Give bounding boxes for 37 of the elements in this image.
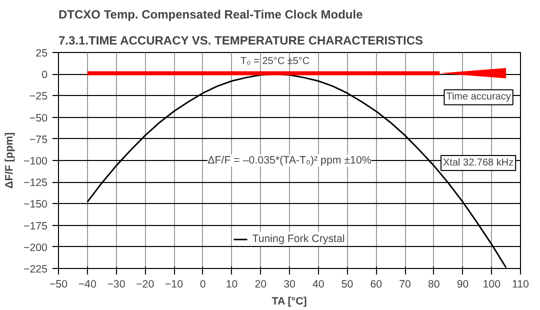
annotation: Time accuracy	[446, 92, 511, 103]
x-tick-label: 110	[512, 278, 530, 290]
x-tick-label: −40	[78, 278, 96, 290]
y-tick-label: 25	[36, 48, 48, 60]
x-tick-label: 40	[312, 278, 324, 290]
x-tick-label: 100	[482, 278, 501, 290]
y-tick-label: −200	[23, 242, 48, 254]
x-tick-label: 90	[456, 278, 469, 290]
chart-subtitle: DTCXO Temp. Compensated Real-Time Clock Module	[58, 8, 364, 22]
y-tick-label: −125	[23, 177, 48, 190]
x-tick-label: −50	[49, 278, 68, 290]
x-tick-label: 0	[200, 278, 206, 290]
x-tick-label: 60	[370, 278, 382, 290]
y-tick-label: −50	[29, 112, 48, 124]
annotation: T₀ = 25°C ±5°C	[240, 56, 310, 68]
y-tick-label: −100	[23, 156, 48, 168]
y-tick-label: 0	[42, 69, 48, 82]
x-tick-label: 30	[284, 278, 296, 290]
legend-label: Tuning Fork Crystal	[252, 233, 345, 245]
x-tick-label: 10	[226, 278, 238, 290]
y-tick-label: −75	[29, 134, 48, 146]
y-tick-label: −25	[29, 90, 48, 103]
x-tick-label: −30	[107, 278, 126, 290]
x-tick-label: 80	[428, 278, 440, 290]
annotation: ΔF/F = –0.035*(TA-T₀)² ppm ±10%	[208, 154, 372, 166]
x-tick-label: 70	[399, 278, 411, 290]
y-axis-title: ΔF/F [ppm]	[3, 132, 16, 189]
y-tick-label: −225	[23, 264, 48, 276]
x-tick-label: 50	[341, 278, 354, 290]
y-tick-label: −175	[23, 220, 48, 232]
x-axis-title: TA [°C]	[272, 296, 307, 308]
x-tick-label: −10	[164, 278, 184, 290]
y-tick-label: −150	[23, 198, 48, 211]
x-tick-label: 20	[254, 278, 267, 290]
x-tick-label: −20	[136, 278, 154, 290]
chart-title: 7.3.1.TIME ACCURACY VS. TEMPERATURE CHARACTERISTICS	[58, 34, 423, 48]
annotation: Xtal 32.768 kHz	[443, 157, 514, 168]
